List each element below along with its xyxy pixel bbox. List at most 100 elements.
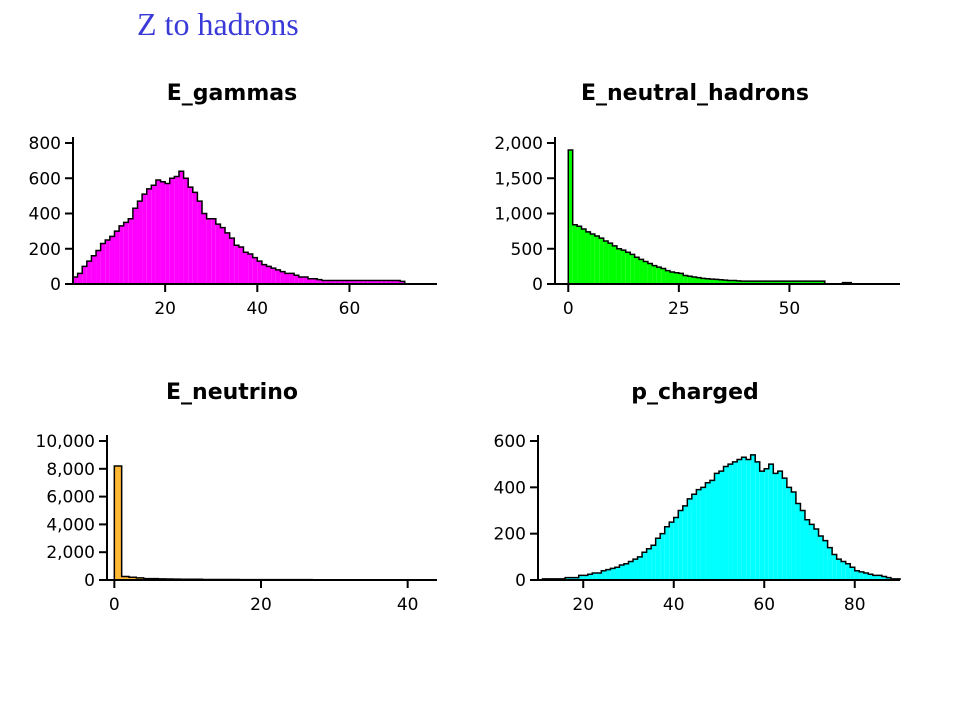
histogram-bar [705, 278, 710, 284]
histogram-bar [782, 478, 787, 580]
y-tick-label: 0 [515, 571, 526, 591]
histogram-bar [261, 264, 267, 284]
histogram-bar [358, 280, 364, 284]
histogram-bar [340, 280, 345, 284]
histogram-bar [109, 236, 115, 284]
histogram-bar [791, 491, 796, 580]
y-tick-label: 500 [511, 240, 543, 260]
histogram-bar [77, 273, 83, 284]
histogram-bar [165, 183, 170, 284]
histogram-bar [719, 471, 724, 580]
histogram-bar [377, 280, 382, 284]
histogram-bar [349, 280, 355, 284]
x-tick-label: 60 [339, 299, 361, 319]
histogram-bar [762, 281, 768, 284]
histogram-bar [661, 268, 666, 284]
y-tick-label: 2,000 [494, 134, 543, 154]
histogram-bar [665, 270, 670, 284]
histogram-bar [643, 261, 648, 284]
histogram-bar [660, 533, 665, 580]
histogram-bar [100, 243, 106, 284]
histogram-bar [303, 276, 308, 284]
chart-title: p_charged [631, 380, 759, 405]
histogram-bar [646, 548, 652, 580]
histogram-bar [687, 276, 693, 284]
y-tick-label: 800 [29, 134, 61, 154]
histogram-bar [625, 252, 631, 284]
histogram-bar [248, 254, 253, 284]
x-tick-label: 0 [563, 299, 574, 319]
histogram-bar [335, 280, 341, 284]
y-tick-label: 400 [29, 205, 61, 225]
histogram-bar [202, 213, 207, 284]
histogram-bar [630, 254, 635, 284]
histogram-bar [592, 573, 597, 580]
histogram-bar [146, 188, 152, 284]
y-tick-label: 4,000 [46, 515, 95, 535]
y-tick-label: 6,000 [46, 488, 95, 508]
histogram-bar [669, 522, 674, 580]
y-tick-label: 0 [84, 571, 95, 591]
histogram-bar [823, 540, 828, 580]
histogram-outline [113, 465, 380, 581]
histogram-bar [771, 281, 777, 284]
histogram-outline [541, 454, 901, 580]
x-tick-label: 40 [397, 595, 419, 615]
histogram-bar [705, 482, 710, 580]
histogram-bar [381, 280, 387, 284]
histogram-bar [220, 227, 226, 284]
histogram-bar [169, 178, 175, 284]
histogram-e-neutral-hadrons: E_neutral_hadrons 0 500 1,000 1,500 2,000 0 25 5… [494, 81, 900, 319]
histogram-bar [105, 239, 110, 284]
histogram-bar [682, 505, 688, 580]
histogram-bar [568, 150, 573, 284]
x-tick-label: 0 [109, 595, 120, 615]
histogram-bar [673, 517, 679, 580]
histogram-bar [696, 277, 701, 284]
histogram-bar [740, 281, 746, 284]
histogram-bar [773, 473, 778, 580]
histogram-bar [768, 464, 774, 580]
histogram-bar [642, 552, 647, 580]
chart-title: E_gammas [167, 81, 297, 106]
y-tick-label: 600 [494, 432, 526, 452]
histogram-bar [634, 257, 640, 284]
y-tick-label: 8,000 [46, 460, 95, 480]
histogram-bar [372, 280, 378, 284]
x-tick-label: 80 [844, 595, 866, 615]
histogram-bar [608, 243, 613, 284]
histogram-bar [714, 279, 719, 284]
x-tick-label: 20 [572, 595, 594, 615]
histogram-bar [723, 280, 728, 284]
histogram-bar [188, 187, 193, 284]
histogram-bar [696, 489, 701, 580]
x-tick-label: 40 [663, 595, 685, 615]
histogram-bar [714, 473, 719, 580]
y-tick-label: 0 [50, 275, 61, 295]
chart-title: E_neutral_hadrons [581, 81, 809, 106]
histogram-bar [317, 279, 322, 284]
histogram-bar [252, 257, 258, 284]
histogram-bar [590, 233, 595, 284]
histogram-bar [82, 266, 87, 284]
histogram-bar [678, 273, 684, 284]
histogram-bar [818, 535, 824, 580]
histogram-bar [294, 275, 299, 284]
histogram-e-neutrino: E_neutrino 0 2,000 4,000 6,000 8,000 10,000 0 20… [36, 380, 437, 615]
histogram-bar [565, 577, 570, 580]
histogram-bar [807, 281, 812, 284]
histogram-bar [284, 273, 290, 284]
x-tick-label: 20 [154, 299, 176, 319]
y-tick-label: 1,000 [494, 205, 543, 225]
histogram-bar [745, 281, 750, 284]
histogram-bar [119, 225, 124, 284]
histogram-bar [192, 192, 198, 284]
histogram-bar [872, 575, 878, 580]
histogram-bar [616, 248, 622, 284]
histogram-bar [114, 466, 122, 580]
histogram-bar [569, 577, 575, 580]
histogram-bar [732, 461, 738, 580]
histogram-bar [804, 519, 810, 580]
histogram-bar [142, 194, 147, 284]
y-tick-label: 600 [29, 169, 61, 189]
